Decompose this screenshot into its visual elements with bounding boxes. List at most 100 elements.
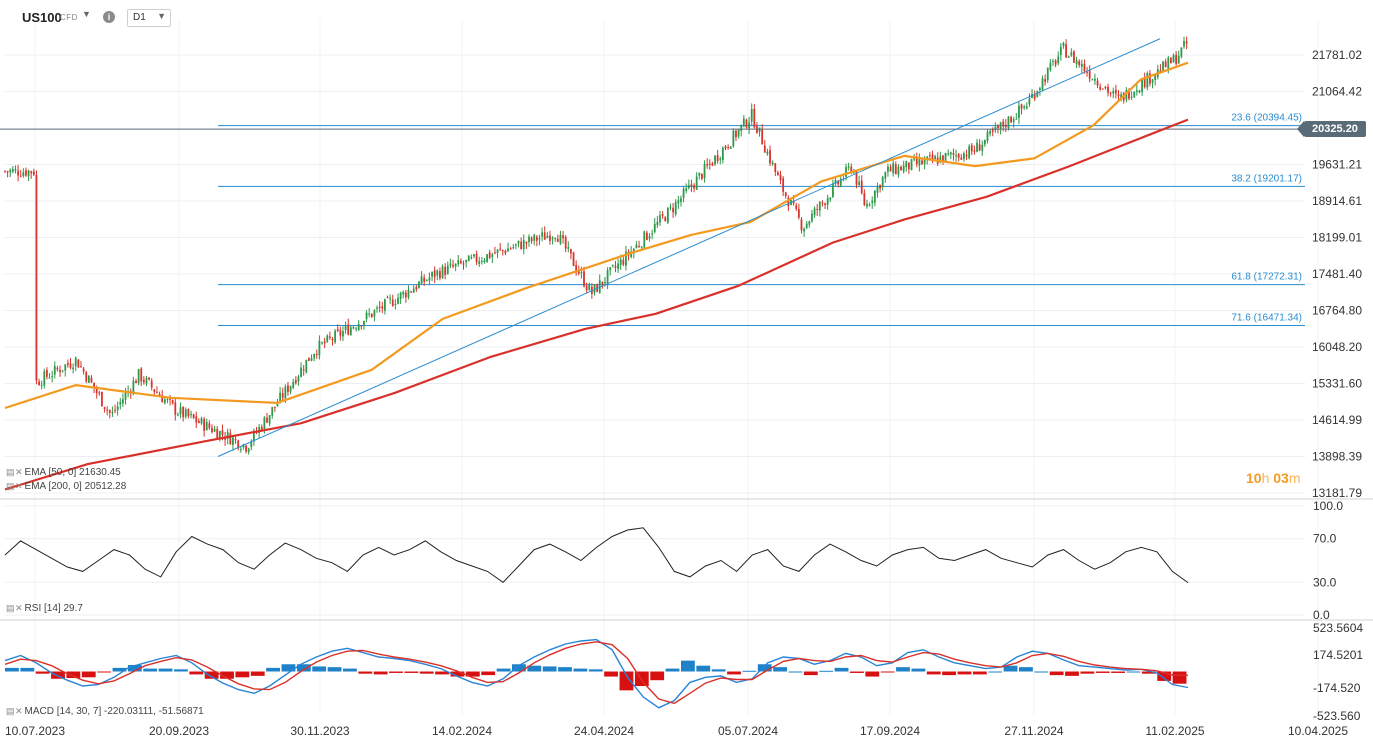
candle-body (787, 197, 790, 207)
candle-body (769, 149, 771, 164)
candle-body (499, 248, 502, 250)
x-axis-tick-label: 14.02.2024 (432, 724, 492, 738)
candle-body (195, 416, 198, 423)
candle-body (171, 400, 174, 404)
settings-icon[interactable]: ▤ ✕ (6, 706, 23, 716)
candle-body (923, 159, 926, 164)
settings-icon[interactable]: ▤ ✕ (6, 467, 23, 477)
candle-body (1018, 105, 1020, 119)
candle-body (459, 261, 462, 264)
candle-body (1062, 42, 1065, 46)
candle-body (698, 172, 701, 176)
timeframe-select[interactable]: D1 ▼ (127, 9, 171, 27)
candle-body (517, 240, 520, 244)
candle-body (921, 160, 923, 165)
candle-body (784, 192, 787, 196)
candle-body (137, 369, 140, 384)
y-axis-tick-label: 18199.01 (1312, 230, 1362, 244)
candle-body (805, 223, 808, 228)
macd-histogram-bar (220, 671, 234, 679)
ema50-line (4, 61, 1189, 410)
candle-body (360, 325, 363, 327)
candle-body (378, 306, 381, 308)
candle-body (119, 401, 122, 405)
candle-body (473, 254, 475, 257)
candle-body (305, 359, 308, 373)
candle-body (1149, 73, 1151, 84)
candle-body (897, 166, 900, 175)
macd-histogram-bar (450, 671, 465, 677)
settings-icon[interactable]: ▤ ✕ (6, 481, 23, 491)
candle-body (685, 188, 688, 191)
candle-body (336, 328, 339, 331)
candle-body (1096, 80, 1099, 86)
candle-body (813, 208, 816, 216)
ema50-legend[interactable]: ▤ ✕ EMA [50, 0] 21630.45 (6, 467, 121, 478)
macd-histogram-bar (112, 667, 127, 672)
candle-body (735, 130, 737, 138)
candle-body (1104, 86, 1107, 88)
candle-body (208, 423, 211, 428)
candle-body (98, 392, 101, 394)
y-axis-tick-label: 19631.21 (1312, 158, 1362, 172)
rsi-tick-label: 30.0 (1313, 575, 1337, 589)
macd-histogram-bar (296, 664, 311, 672)
candle-body (239, 449, 242, 451)
candle-body (703, 164, 706, 179)
macd-histogram-bar (1111, 671, 1126, 673)
candle-body (829, 197, 832, 200)
symbol-dropdown-icon[interactable]: ▼ (82, 9, 91, 19)
candle-body (425, 280, 428, 282)
candle-body (53, 365, 56, 375)
candle-body (478, 261, 481, 265)
candle-body (1088, 70, 1091, 79)
candle-body (666, 207, 669, 223)
candle-body (1078, 61, 1081, 66)
candle-body (135, 380, 137, 384)
candle-body (976, 142, 978, 152)
candle-body (108, 410, 111, 413)
candle-body (187, 409, 190, 417)
macd-histogram-bar (942, 671, 957, 676)
candle-body (122, 399, 124, 404)
macd-histogram-bar (880, 671, 895, 673)
candle-body (507, 248, 509, 252)
candle-body (711, 163, 714, 166)
candle-body (80, 366, 82, 368)
info-icon[interactable]: i (103, 11, 115, 23)
candle-body (82, 368, 85, 372)
candle-body (394, 303, 397, 305)
candle-body (1033, 94, 1036, 99)
candle-body (334, 330, 337, 343)
settings-icon[interactable]: ▤ ✕ (6, 603, 23, 613)
macd-histogram-bar (266, 667, 281, 672)
candle-body (585, 285, 588, 291)
candle-body (567, 247, 570, 249)
symbol-label[interactable]: US100 (22, 10, 62, 25)
rsi-legend[interactable]: ▤ ✕ RSI [14] 29.7 (6, 603, 83, 614)
macd-histogram-bar (1095, 671, 1110, 673)
fib-level-label: 23.6 (20394.45) (1231, 113, 1302, 124)
candle-body (850, 166, 853, 172)
candle-body (287, 385, 289, 393)
candle-body (132, 380, 135, 395)
candle-body (402, 291, 405, 295)
candle-body (218, 431, 221, 440)
candle-body (900, 166, 902, 171)
candle-body (72, 367, 75, 370)
macd-histogram-bar (788, 671, 803, 673)
candle-body (14, 168, 17, 171)
candle-body (1094, 78, 1096, 81)
ema50-legend-text: EMA [50, 0] 21630.45 (24, 467, 121, 478)
candle-body (837, 181, 840, 185)
y-axis-tick-label: 21781.02 (1312, 48, 1362, 62)
candle-body (928, 155, 931, 157)
candle-body (1002, 121, 1005, 127)
candle-body (242, 444, 245, 448)
macd-legend[interactable]: ▤ ✕ MACD [14, 30, 7] -220.03111, -51.5687… (6, 706, 204, 717)
candle-body (328, 336, 331, 338)
ema200-legend[interactable]: ▤ ✕ EMA [200, 0] 20512.28 (6, 481, 126, 492)
candle-body (415, 286, 418, 290)
macd-tick-label: -174.520 (1313, 681, 1361, 695)
candle-body (363, 321, 365, 327)
